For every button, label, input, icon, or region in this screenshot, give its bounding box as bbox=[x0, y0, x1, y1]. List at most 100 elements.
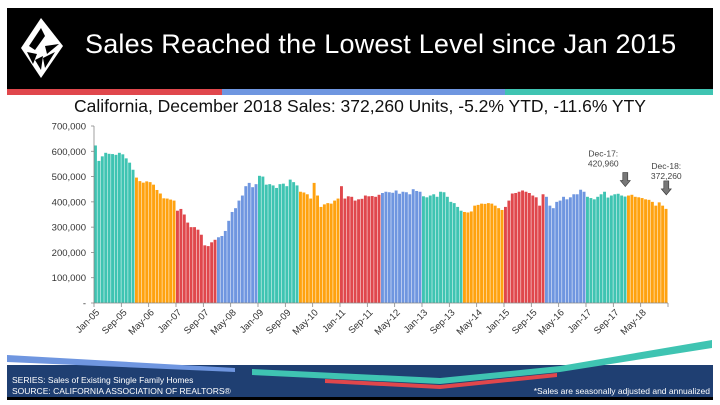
x-tick-label: May-14 bbox=[455, 307, 485, 337]
bar bbox=[411, 189, 415, 303]
bar bbox=[182, 214, 186, 303]
bar bbox=[158, 193, 162, 303]
title-bar: Sales Reached the Lowest Level since Jan… bbox=[7, 8, 713, 89]
bar bbox=[254, 184, 258, 303]
bar bbox=[309, 198, 313, 303]
bar bbox=[346, 196, 350, 303]
bar bbox=[445, 196, 449, 303]
bar bbox=[623, 196, 627, 303]
bar bbox=[148, 182, 152, 303]
bar bbox=[360, 198, 364, 303]
bar bbox=[422, 196, 425, 303]
bar bbox=[316, 195, 319, 303]
bar bbox=[650, 201, 654, 303]
y-tick-label: 500,000 bbox=[52, 172, 86, 183]
bar bbox=[131, 169, 135, 303]
bar bbox=[644, 199, 647, 303]
bar bbox=[258, 175, 261, 303]
bar bbox=[367, 196, 371, 303]
bar bbox=[555, 201, 559, 303]
bar bbox=[271, 185, 275, 303]
y-tick-label: 100,000 bbox=[52, 273, 86, 284]
bar bbox=[449, 201, 453, 303]
bar bbox=[329, 203, 333, 303]
bar bbox=[514, 193, 518, 303]
bar bbox=[135, 177, 138, 303]
x-tick-label: Sep-09 bbox=[264, 307, 293, 336]
y-tick-label: 700,000 bbox=[52, 122, 86, 133]
bar bbox=[510, 193, 514, 303]
bar bbox=[189, 227, 193, 303]
footer-series: SERIES: Sales of Existing Single Family … bbox=[12, 375, 194, 385]
bar bbox=[432, 194, 436, 303]
bar bbox=[538, 205, 542, 303]
y-tick-label: 400,000 bbox=[52, 197, 86, 208]
bar bbox=[599, 194, 603, 303]
bar bbox=[285, 186, 289, 303]
bar bbox=[562, 196, 565, 303]
x-tick-label: Sep-11 bbox=[347, 307, 376, 336]
bar bbox=[384, 191, 388, 303]
bar bbox=[589, 198, 593, 303]
bar bbox=[398, 193, 401, 303]
bar bbox=[647, 199, 651, 303]
bar bbox=[162, 198, 166, 303]
x-tick-label: Jan-05 bbox=[74, 307, 102, 335]
x-tick-label: Jan-15 bbox=[484, 307, 512, 335]
bar bbox=[141, 182, 145, 303]
bar bbox=[220, 235, 224, 303]
annotation-label: Dec-18: bbox=[651, 161, 681, 171]
bar bbox=[240, 195, 244, 303]
bar bbox=[312, 182, 316, 303]
bar bbox=[247, 182, 251, 303]
bar bbox=[568, 197, 572, 303]
bar bbox=[326, 203, 330, 303]
bar bbox=[521, 190, 524, 303]
bar bbox=[213, 239, 217, 303]
bar bbox=[565, 199, 569, 303]
bar bbox=[579, 189, 583, 303]
bar bbox=[551, 208, 555, 303]
footer-background bbox=[7, 340, 713, 400]
bar bbox=[196, 229, 200, 303]
bar bbox=[169, 199, 173, 303]
bar bbox=[237, 200, 241, 303]
bar bbox=[374, 196, 378, 303]
annotation-value: 372,260 bbox=[651, 171, 682, 181]
bar bbox=[217, 237, 220, 303]
bars bbox=[94, 145, 668, 303]
x-tick-label: Jan-11 bbox=[320, 307, 348, 335]
bar bbox=[322, 204, 326, 303]
bar bbox=[319, 206, 323, 303]
x-tick-label: Jan-17 bbox=[566, 307, 594, 335]
bar bbox=[531, 195, 535, 303]
bar bbox=[500, 209, 504, 303]
bar bbox=[616, 193, 620, 303]
bar bbox=[524, 191, 528, 303]
bar bbox=[606, 197, 610, 303]
bar bbox=[633, 196, 637, 303]
y-tick-label: 200,000 bbox=[52, 248, 86, 259]
bar bbox=[582, 191, 586, 303]
bar bbox=[350, 196, 354, 303]
bar bbox=[138, 181, 142, 303]
bar bbox=[469, 211, 473, 303]
chart-subtitle: California, December 2018 Sales: 372,260… bbox=[74, 96, 646, 116]
bar bbox=[165, 198, 169, 303]
footer-stripe-teal bbox=[252, 340, 712, 384]
bar bbox=[117, 152, 121, 303]
bar bbox=[415, 190, 419, 303]
bar bbox=[473, 205, 477, 303]
bar bbox=[466, 212, 470, 303]
bar bbox=[452, 203, 456, 303]
bar bbox=[517, 191, 521, 303]
chart-title: Sales Reached the Lowest Level since Jan… bbox=[85, 29, 677, 59]
bar bbox=[620, 195, 624, 303]
y-tick-label: 300,000 bbox=[52, 223, 86, 234]
bar bbox=[111, 154, 114, 303]
bar bbox=[507, 200, 511, 303]
bar bbox=[244, 186, 248, 303]
bar bbox=[408, 194, 412, 303]
down-arrow-icon bbox=[619, 172, 631, 188]
bar bbox=[172, 200, 176, 303]
